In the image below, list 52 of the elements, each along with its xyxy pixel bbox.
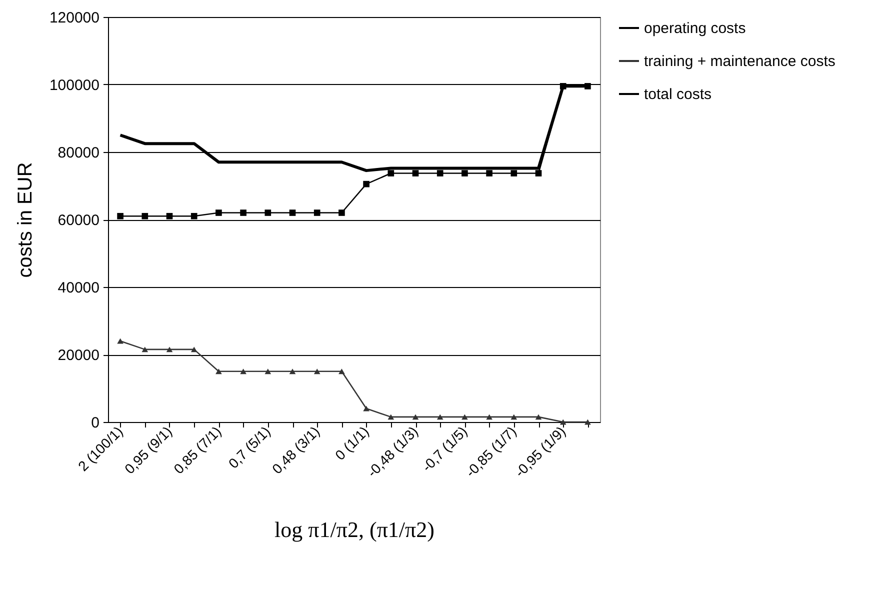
legend-label: training + maintenance costs xyxy=(644,53,836,70)
point xyxy=(510,414,518,420)
point xyxy=(142,346,148,352)
legend-label: total costs xyxy=(644,86,712,103)
point xyxy=(388,414,394,420)
y-tick-label: 20000 xyxy=(58,347,100,364)
point xyxy=(535,414,542,420)
point xyxy=(462,414,468,420)
point xyxy=(338,368,345,374)
point xyxy=(338,210,345,216)
point xyxy=(486,170,492,176)
y-tick-label: 40000 xyxy=(58,280,100,296)
legend-label: operating costs xyxy=(644,20,746,37)
y-tick-label: 80000 xyxy=(58,144,100,162)
point xyxy=(462,170,468,176)
y-tick-label: 60000 xyxy=(58,212,100,229)
point xyxy=(510,170,518,176)
point xyxy=(584,419,591,425)
y-tick-label: 120000 xyxy=(49,10,100,26)
point xyxy=(289,210,296,216)
point xyxy=(216,210,222,216)
point xyxy=(363,406,370,412)
point xyxy=(388,170,394,176)
point xyxy=(240,368,246,374)
point xyxy=(412,414,419,420)
point xyxy=(560,83,566,90)
point xyxy=(535,170,542,176)
point xyxy=(117,212,124,220)
point xyxy=(190,346,198,352)
point xyxy=(166,212,173,220)
point xyxy=(363,180,370,188)
x-axis-title: log π1/π2, (π1/π2) xyxy=(274,517,434,542)
point xyxy=(436,414,444,420)
point xyxy=(142,212,148,220)
point xyxy=(314,210,320,216)
point xyxy=(190,212,198,220)
point xyxy=(560,419,566,425)
point xyxy=(436,170,444,176)
y-tick-label: 0 xyxy=(91,414,100,432)
point xyxy=(117,338,124,344)
y-tick-label: 100000 xyxy=(49,77,100,94)
point xyxy=(289,368,296,374)
point xyxy=(216,368,222,374)
point xyxy=(264,368,272,374)
point xyxy=(412,170,419,176)
point xyxy=(584,83,591,90)
point xyxy=(240,210,246,216)
point xyxy=(486,414,492,420)
point xyxy=(166,346,173,352)
point xyxy=(314,368,320,374)
y-axis-title: costs in EUR xyxy=(14,162,36,278)
point xyxy=(264,210,272,216)
